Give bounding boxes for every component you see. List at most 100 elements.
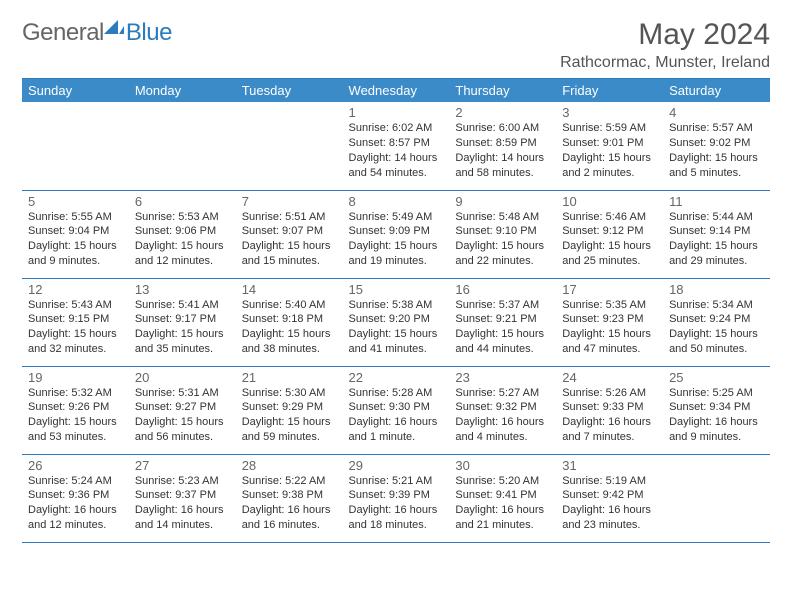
day-info: Sunrise: 5:26 AMSunset: 9:33 PMDaylight:… <box>562 386 657 445</box>
day-info: Sunrise: 5:40 AMSunset: 9:18 PMDaylight:… <box>242 298 337 357</box>
day-number: 11 <box>669 194 764 209</box>
calendar-day-cell: 9Sunrise: 5:48 AMSunset: 9:10 PMDaylight… <box>449 190 556 278</box>
day-info: Sunrise: 5:34 AMSunset: 9:24 PMDaylight:… <box>669 298 764 357</box>
calendar-day-cell: 13Sunrise: 5:41 AMSunset: 9:17 PMDayligh… <box>129 278 236 366</box>
day-number: 26 <box>28 458 123 473</box>
calendar-day-cell: 16Sunrise: 5:37 AMSunset: 9:21 PMDayligh… <box>449 278 556 366</box>
day-number: 30 <box>455 458 550 473</box>
logo-sail-icon <box>104 18 124 39</box>
calendar-day-cell: 14Sunrise: 5:40 AMSunset: 9:18 PMDayligh… <box>236 278 343 366</box>
day-header: Tuesday <box>236 79 343 103</box>
calendar-day-cell: 24Sunrise: 5:26 AMSunset: 9:33 PMDayligh… <box>556 366 663 454</box>
day-number: 12 <box>28 282 123 297</box>
logo-text-blue: Blue <box>126 19 172 47</box>
day-number: 4 <box>669 105 764 120</box>
calendar-day-cell: 23Sunrise: 5:27 AMSunset: 9:32 PMDayligh… <box>449 366 556 454</box>
calendar-day-cell: 2Sunrise: 6:00 AMSunset: 8:59 PMDaylight… <box>449 102 556 190</box>
calendar-day-cell: 22Sunrise: 5:28 AMSunset: 9:30 PMDayligh… <box>343 366 450 454</box>
day-number: 25 <box>669 370 764 385</box>
day-number: 23 <box>455 370 550 385</box>
day-number: 19 <box>28 370 123 385</box>
calendar-day-cell: 17Sunrise: 5:35 AMSunset: 9:23 PMDayligh… <box>556 278 663 366</box>
calendar-empty-cell <box>22 102 129 190</box>
day-info: Sunrise: 5:57 AMSunset: 9:02 PMDaylight:… <box>669 121 764 180</box>
calendar-day-cell: 1Sunrise: 6:02 AMSunset: 8:57 PMDaylight… <box>343 102 450 190</box>
day-info: Sunrise: 5:24 AMSunset: 9:36 PMDaylight:… <box>28 474 123 533</box>
calendar-head: SundayMondayTuesdayWednesdayThursdayFrid… <box>22 79 770 103</box>
day-info: Sunrise: 5:25 AMSunset: 9:34 PMDaylight:… <box>669 386 764 445</box>
day-header: Saturday <box>663 79 770 103</box>
day-number: 15 <box>349 282 444 297</box>
day-number: 2 <box>455 105 550 120</box>
day-info: Sunrise: 5:31 AMSunset: 9:27 PMDaylight:… <box>135 386 230 445</box>
calendar-empty-cell <box>236 102 343 190</box>
calendar-empty-cell <box>663 454 770 542</box>
calendar-day-cell: 7Sunrise: 5:51 AMSunset: 9:07 PMDaylight… <box>236 190 343 278</box>
day-header: Monday <box>129 79 236 103</box>
calendar-day-cell: 11Sunrise: 5:44 AMSunset: 9:14 PMDayligh… <box>663 190 770 278</box>
day-number: 21 <box>242 370 337 385</box>
calendar-day-cell: 8Sunrise: 5:49 AMSunset: 9:09 PMDaylight… <box>343 190 450 278</box>
day-info: Sunrise: 5:44 AMSunset: 9:14 PMDaylight:… <box>669 210 764 269</box>
calendar-day-cell: 12Sunrise: 5:43 AMSunset: 9:15 PMDayligh… <box>22 278 129 366</box>
calendar-day-cell: 5Sunrise: 5:55 AMSunset: 9:04 PMDaylight… <box>22 190 129 278</box>
calendar-week-row: 19Sunrise: 5:32 AMSunset: 9:26 PMDayligh… <box>22 366 770 454</box>
calendar-day-cell: 10Sunrise: 5:46 AMSunset: 9:12 PMDayligh… <box>556 190 663 278</box>
day-number: 31 <box>562 458 657 473</box>
day-header: Friday <box>556 79 663 103</box>
month-title: May 2024 <box>560 18 770 52</box>
calendar-day-cell: 30Sunrise: 5:20 AMSunset: 9:41 PMDayligh… <box>449 454 556 542</box>
day-header: Sunday <box>22 79 129 103</box>
day-info: Sunrise: 6:00 AMSunset: 8:59 PMDaylight:… <box>455 121 550 180</box>
header: General Blue May 2024 Rathcormac, Munste… <box>22 18 770 72</box>
day-number: 10 <box>562 194 657 209</box>
calendar-day-cell: 18Sunrise: 5:34 AMSunset: 9:24 PMDayligh… <box>663 278 770 366</box>
calendar-table: SundayMondayTuesdayWednesdayThursdayFrid… <box>22 78 770 543</box>
calendar-day-cell: 26Sunrise: 5:24 AMSunset: 9:36 PMDayligh… <box>22 454 129 542</box>
day-info: Sunrise: 5:20 AMSunset: 9:41 PMDaylight:… <box>455 474 550 533</box>
calendar-day-cell: 19Sunrise: 5:32 AMSunset: 9:26 PMDayligh… <box>22 366 129 454</box>
calendar-empty-cell <box>129 102 236 190</box>
day-info: Sunrise: 5:35 AMSunset: 9:23 PMDaylight:… <box>562 298 657 357</box>
day-number: 22 <box>349 370 444 385</box>
day-info: Sunrise: 5:19 AMSunset: 9:42 PMDaylight:… <box>562 474 657 533</box>
day-info: Sunrise: 5:37 AMSunset: 9:21 PMDaylight:… <box>455 298 550 357</box>
day-info: Sunrise: 6:02 AMSunset: 8:57 PMDaylight:… <box>349 121 444 180</box>
day-info: Sunrise: 5:22 AMSunset: 9:38 PMDaylight:… <box>242 474 337 533</box>
day-number: 13 <box>135 282 230 297</box>
location-subtitle: Rathcormac, Munster, Ireland <box>560 54 770 72</box>
day-number: 7 <box>242 194 337 209</box>
day-info: Sunrise: 5:55 AMSunset: 9:04 PMDaylight:… <box>28 210 123 269</box>
calendar-day-cell: 25Sunrise: 5:25 AMSunset: 9:34 PMDayligh… <box>663 366 770 454</box>
day-number: 18 <box>669 282 764 297</box>
logo-text-general: General <box>22 19 104 47</box>
day-number: 3 <box>562 105 657 120</box>
calendar-day-cell: 4Sunrise: 5:57 AMSunset: 9:02 PMDaylight… <box>663 102 770 190</box>
day-info: Sunrise: 5:21 AMSunset: 9:39 PMDaylight:… <box>349 474 444 533</box>
day-number: 28 <box>242 458 337 473</box>
day-info: Sunrise: 5:51 AMSunset: 9:07 PMDaylight:… <box>242 210 337 269</box>
calendar-day-cell: 27Sunrise: 5:23 AMSunset: 9:37 PMDayligh… <box>129 454 236 542</box>
calendar-day-cell: 21Sunrise: 5:30 AMSunset: 9:29 PMDayligh… <box>236 366 343 454</box>
day-number: 16 <box>455 282 550 297</box>
day-number: 17 <box>562 282 657 297</box>
day-info: Sunrise: 5:53 AMSunset: 9:06 PMDaylight:… <box>135 210 230 269</box>
day-number: 24 <box>562 370 657 385</box>
day-info: Sunrise: 5:28 AMSunset: 9:30 PMDaylight:… <box>349 386 444 445</box>
day-number: 20 <box>135 370 230 385</box>
calendar-day-cell: 6Sunrise: 5:53 AMSunset: 9:06 PMDaylight… <box>129 190 236 278</box>
day-info: Sunrise: 5:41 AMSunset: 9:17 PMDaylight:… <box>135 298 230 357</box>
calendar-day-cell: 31Sunrise: 5:19 AMSunset: 9:42 PMDayligh… <box>556 454 663 542</box>
calendar-week-row: 12Sunrise: 5:43 AMSunset: 9:15 PMDayligh… <box>22 278 770 366</box>
day-number: 6 <box>135 194 230 209</box>
calendar-week-row: 26Sunrise: 5:24 AMSunset: 9:36 PMDayligh… <box>22 454 770 542</box>
day-info: Sunrise: 5:30 AMSunset: 9:29 PMDaylight:… <box>242 386 337 445</box>
day-number: 29 <box>349 458 444 473</box>
day-number: 8 <box>349 194 444 209</box>
day-info: Sunrise: 5:27 AMSunset: 9:32 PMDaylight:… <box>455 386 550 445</box>
day-info: Sunrise: 5:38 AMSunset: 9:20 PMDaylight:… <box>349 298 444 357</box>
day-header: Thursday <box>449 79 556 103</box>
logo: General Blue <box>22 18 172 47</box>
day-number: 1 <box>349 105 444 120</box>
day-number: 9 <box>455 194 550 209</box>
